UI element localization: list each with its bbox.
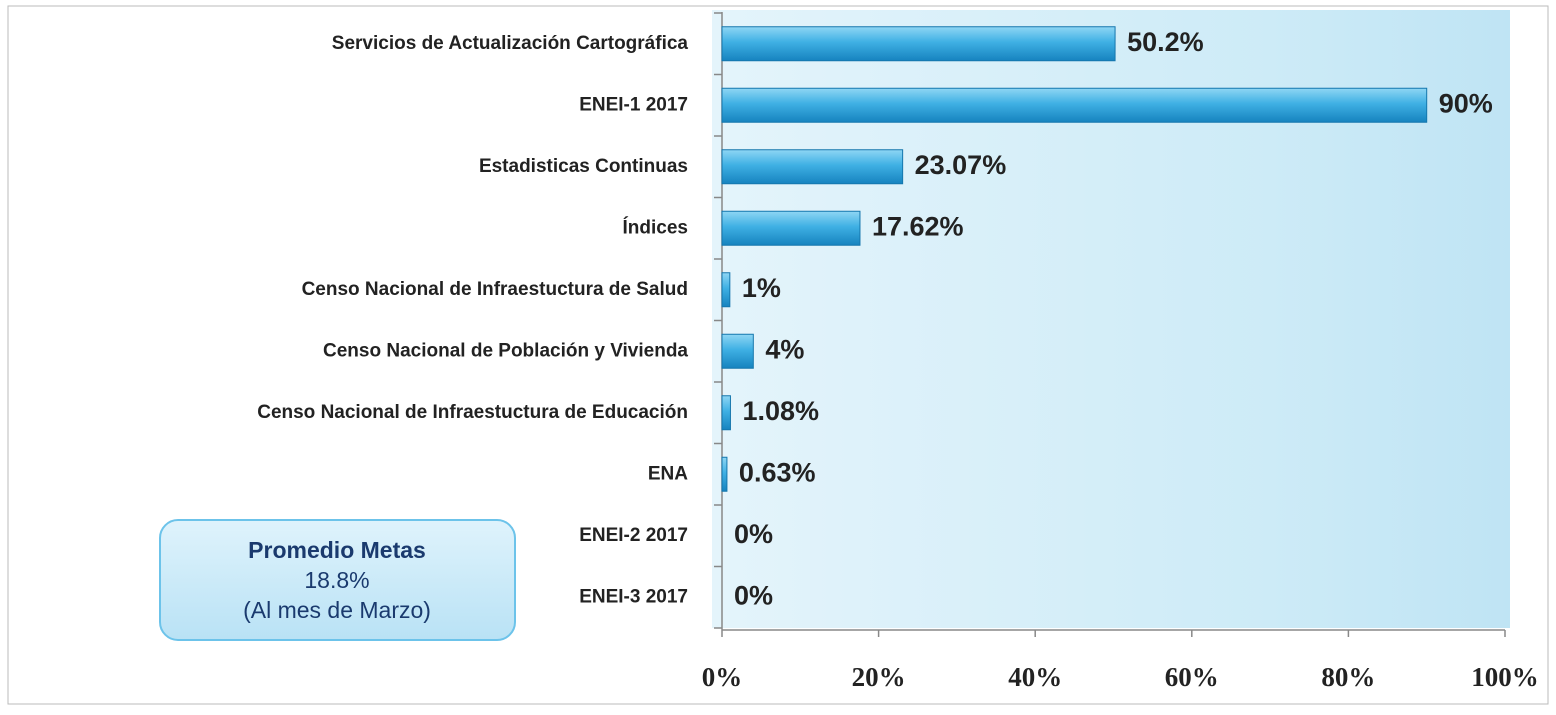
bar xyxy=(721,87,1428,123)
category-label: ENEI-2 2017 xyxy=(579,525,688,546)
value-label: 17.62% xyxy=(872,211,964,241)
bar xyxy=(721,210,861,246)
value-label: 90% xyxy=(1439,88,1493,118)
category-label: Índices xyxy=(623,216,688,238)
value-label: 4% xyxy=(765,334,804,364)
x-tick-label: 0% xyxy=(702,662,743,692)
bar xyxy=(721,333,754,369)
bar xyxy=(721,456,728,492)
x-tick-label: 80% xyxy=(1321,662,1375,692)
annotation-text: 18.8% xyxy=(304,567,369,593)
category-label: ENA xyxy=(648,463,688,484)
category-label: ENEI-1 2017 xyxy=(579,94,688,115)
bar xyxy=(721,149,904,185)
value-label: 1.08% xyxy=(742,396,819,426)
x-tick-label: 100% xyxy=(1471,662,1539,692)
value-label: 23.07% xyxy=(915,150,1007,180)
value-label: 50.2% xyxy=(1127,27,1204,57)
bar xyxy=(721,272,731,308)
marks: 0% 20% 40% 60% 80% 100% Servicios de Actualiza… xyxy=(243,12,1539,692)
category-label: ENEI-3 2017 xyxy=(579,586,688,607)
annotation-box xyxy=(159,519,516,641)
x-tick-label: 20% xyxy=(852,662,906,692)
category-label: Censo Nacional de Población y Vivienda xyxy=(323,340,688,361)
value-label: 0.63% xyxy=(739,457,816,487)
value-label: 0% xyxy=(734,580,773,610)
category-label: Servicios de Actualización Cartográfica xyxy=(332,33,689,54)
x-tick-label: 40% xyxy=(1008,662,1062,692)
category-label: Censo Nacional de Infraestuctura de Salu… xyxy=(302,279,688,300)
value-label: 1% xyxy=(742,273,781,303)
annotation-text: Promedio Metas xyxy=(248,537,426,563)
value-label: 0% xyxy=(734,519,773,549)
bar xyxy=(721,26,1116,62)
annotation-text: (Al mes de Marzo) xyxy=(243,597,431,623)
x-tick-label: 60% xyxy=(1165,662,1219,692)
category-label: Censo Nacional de Infraestuctura de Educ… xyxy=(257,402,688,423)
category-label: Estadisticas Continuas xyxy=(479,156,688,177)
bar xyxy=(721,395,731,431)
